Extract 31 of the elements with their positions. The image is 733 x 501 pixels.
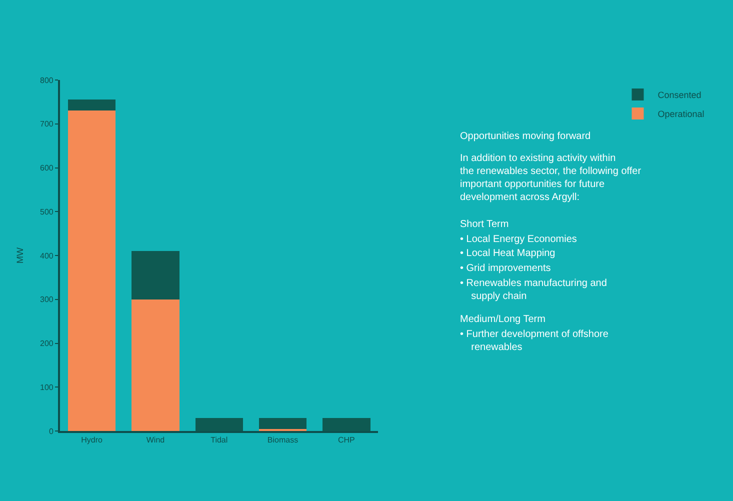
y-tick-label: 400 <box>40 251 54 260</box>
text: In addition to existing activity within the renewables sector, the following offer important opportunities for future development across Argyll: <box>460 153 642 203</box>
text: • Renewables manufacturing and supply chain <box>460 278 607 302</box>
y-tick-label: 200 <box>40 339 54 348</box>
x-tick-label: Biomass <box>267 436 298 445</box>
y-tick-label: 300 <box>40 295 54 304</box>
y-tick-label: 500 <box>40 207 54 216</box>
x-tick-label: CHP <box>338 436 355 445</box>
bar <box>68 110 116 431</box>
y-tick-label: 0 <box>48 426 54 436</box>
text: Opportunities moving forward <box>460 131 591 142</box>
y-tick-label: 800 <box>40 76 54 85</box>
bar <box>132 299 180 431</box>
bar <box>258 418 307 429</box>
x-tick-label: Hydro <box>81 436 104 445</box>
text: • Further development of offshore renewables <box>460 329 609 353</box>
legend-label: Operational <box>658 109 704 120</box>
y-tick-label: 700 <box>40 120 54 129</box>
bar <box>68 100 116 111</box>
x-tick-label: Tidal <box>210 436 228 445</box>
bar <box>132 251 180 300</box>
y-axis-title: MW <box>14 247 25 264</box>
text: Short Term <box>460 219 509 230</box>
y-tick-label: 100 <box>40 382 54 392</box>
legend-label: Consented <box>658 90 702 100</box>
text: Medium/Long Term <box>460 314 546 325</box>
text: • Grid improvements <box>460 263 551 274</box>
x-tick-label: Wind <box>146 436 165 445</box>
text: • Local Energy Economies <box>460 234 577 245</box>
text: • Local Heat Mapping <box>460 248 556 259</box>
y-tick-label: 600 <box>40 164 54 173</box>
